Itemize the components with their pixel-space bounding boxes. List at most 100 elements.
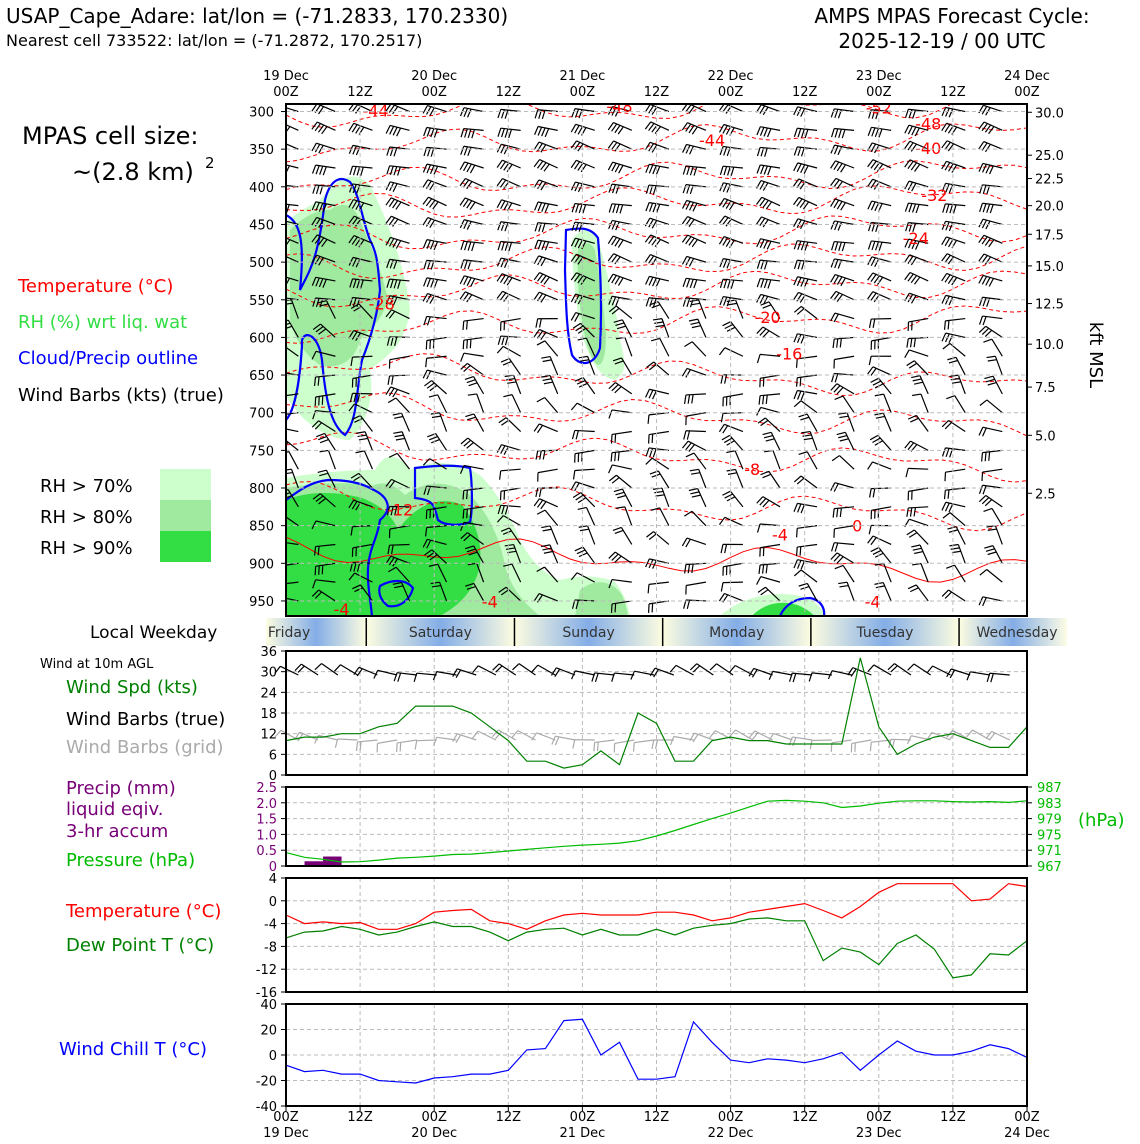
- weekday-name: Saturday: [409, 625, 472, 641]
- cell-size-exponent: 2: [205, 154, 215, 172]
- cycle-title-line2: 2025-12-19 / 00 UTC: [838, 29, 1045, 53]
- upper-barb-feather: [279, 164, 283, 172]
- time-tick-bottom: 00Z: [273, 1110, 299, 1125]
- time-tick-bottom: 12Z: [792, 1110, 818, 1125]
- kft-tick-label: 12.5: [1035, 298, 1064, 313]
- legend-barbs-true: Wind Barbs (true): [66, 709, 225, 730]
- pressure-tick-label: 983: [1037, 797, 1062, 812]
- time-tick-bottom: 12Z: [496, 1110, 522, 1125]
- upper-barb-feather: [278, 584, 279, 593]
- isotherm-label: -48: [915, 114, 941, 133]
- kft-axis: 30.025.022.520.017.515.012.510.07.55.02.…: [1027, 106, 1064, 502]
- wind-speed-tick-label: 12: [260, 728, 277, 743]
- legend-windchill: Wind Chill T (°C): [59, 1039, 207, 1060]
- upper-barb-feather: [649, 604, 650, 613]
- upper-barb-feather: [618, 452, 619, 461]
- time-tick-bottom: 00Z: [1014, 1110, 1040, 1125]
- temperature-tick-label: 4: [269, 872, 277, 887]
- legend-temperature: Temperature (°C): [17, 276, 173, 297]
- wind-speed-tick-label: 6: [269, 748, 277, 763]
- legend-pressure: Pressure (hPa): [66, 850, 195, 871]
- upper-barb-feather: [800, 377, 801, 386]
- upper-barb-feather: [463, 510, 464, 519]
- isotherm-label: -16: [776, 345, 802, 364]
- isotherm-label: -4: [865, 592, 881, 611]
- time-tick-bottom: 00Z: [718, 1110, 744, 1125]
- grid-barb-feather: [634, 743, 635, 752]
- kft-tick-label: 15.0: [1035, 260, 1064, 275]
- upper-barb-feather: [612, 604, 613, 613]
- cross-section-panel: -44-48-44-52-48-40-32-24-28-20-16-8-12-4…: [249, 91, 1106, 619]
- upper-barb-feather: [278, 255, 283, 262]
- upper-barb-feather: [275, 163, 279, 171]
- date-label-top: 23 Dec: [856, 69, 902, 84]
- date-label-bottom: 24 Dec: [1004, 1126, 1050, 1140]
- temperature-tick-label: -4: [264, 918, 277, 933]
- windchill-tick-label: 20: [260, 1024, 277, 1039]
- cell-size-line2: ~(2.8 km): [72, 158, 194, 186]
- upper-barb-feather: [470, 339, 471, 348]
- kft-tick-label: 30.0: [1035, 106, 1064, 121]
- upper-barb-feather: [611, 453, 612, 462]
- pressure-tick-label: 650: [249, 369, 274, 384]
- time-tick-bottom: 12Z: [940, 1110, 966, 1125]
- legend-rh80-swatch: [160, 500, 211, 531]
- upper-barb-feather: [278, 124, 283, 131]
- weekday-name: Monday: [709, 625, 764, 641]
- windchill-tick-label: 0: [269, 1049, 277, 1064]
- time-tick-top: 12Z: [496, 85, 522, 100]
- legend-rh80-label: RH > 80%: [40, 507, 133, 528]
- pressure-tick-label: 975: [1037, 828, 1062, 843]
- upper-barb-feather: [282, 396, 283, 405]
- grid-barb-shaft: [417, 740, 437, 741]
- kft-tick-label: 2.5: [1035, 487, 1056, 502]
- precip-tick-label: 2.0: [256, 797, 277, 812]
- kft-tick-label: 25.0: [1035, 149, 1064, 164]
- pressure-tick-label: 967: [1037, 860, 1062, 875]
- kft-tick-label: 5.0: [1035, 429, 1056, 444]
- isotherm-label: -20: [755, 308, 781, 327]
- upper-barb-feather: [278, 276, 282, 284]
- upper-barb-feather: [279, 598, 283, 606]
- grid-barb-feather: [400, 742, 401, 751]
- upper-barb-feather: [276, 297, 279, 305]
- upper-barb-feather: [652, 603, 653, 612]
- upper-barb-feather: [275, 542, 278, 550]
- weekday-name: Friday: [268, 625, 310, 641]
- upper-barb-feather: [615, 603, 616, 612]
- upper-barb-feather: [278, 107, 282, 115]
- upper-barb-feather: [275, 122, 280, 129]
- date-label-top: 24 Dec: [1004, 69, 1050, 84]
- legend-cloud: Cloud/Precip outline: [18, 348, 198, 369]
- upper-barb-feather: [982, 453, 983, 462]
- upper-barb-feather: [279, 298, 282, 306]
- date-label-bottom: 20 Dec: [411, 1126, 457, 1140]
- legend-rh70-swatch: [160, 469, 211, 500]
- upper-barb-feather: [797, 378, 798, 387]
- upper-barb-feather: [615, 434, 616, 443]
- upper-barb-feather: [945, 321, 946, 330]
- legend-rh70-label: RH > 70%: [40, 476, 133, 497]
- upper-barb-feather: [278, 397, 279, 406]
- upper-barb-feather: [467, 340, 468, 349]
- wind-speed-tick-label: 24: [260, 686, 277, 701]
- pressure-tick-label: 300: [249, 106, 274, 121]
- weekday-name: Sunday: [562, 625, 614, 641]
- kft-tick-label: 17.5: [1035, 228, 1064, 243]
- time-tick-top: 12Z: [347, 85, 373, 100]
- upper-barb-feather: [275, 428, 279, 436]
- time-tick-bottom: 00Z: [866, 1110, 892, 1125]
- upper-barb-feather: [279, 440, 286, 446]
- isotherm-label: -44: [699, 131, 725, 150]
- time-tick-top: 00Z: [421, 85, 447, 100]
- wind-speed-tick-label: 18: [260, 707, 277, 722]
- pressure-unit: (hPa): [1078, 810, 1125, 831]
- upper-barb-feather: [463, 340, 464, 349]
- station-title: USAP_Cape_Adare: lat/lon = (-71.2833, 17…: [6, 4, 508, 28]
- time-tick-top: 00Z: [570, 85, 596, 100]
- upper-barb-feather: [275, 219, 279, 227]
